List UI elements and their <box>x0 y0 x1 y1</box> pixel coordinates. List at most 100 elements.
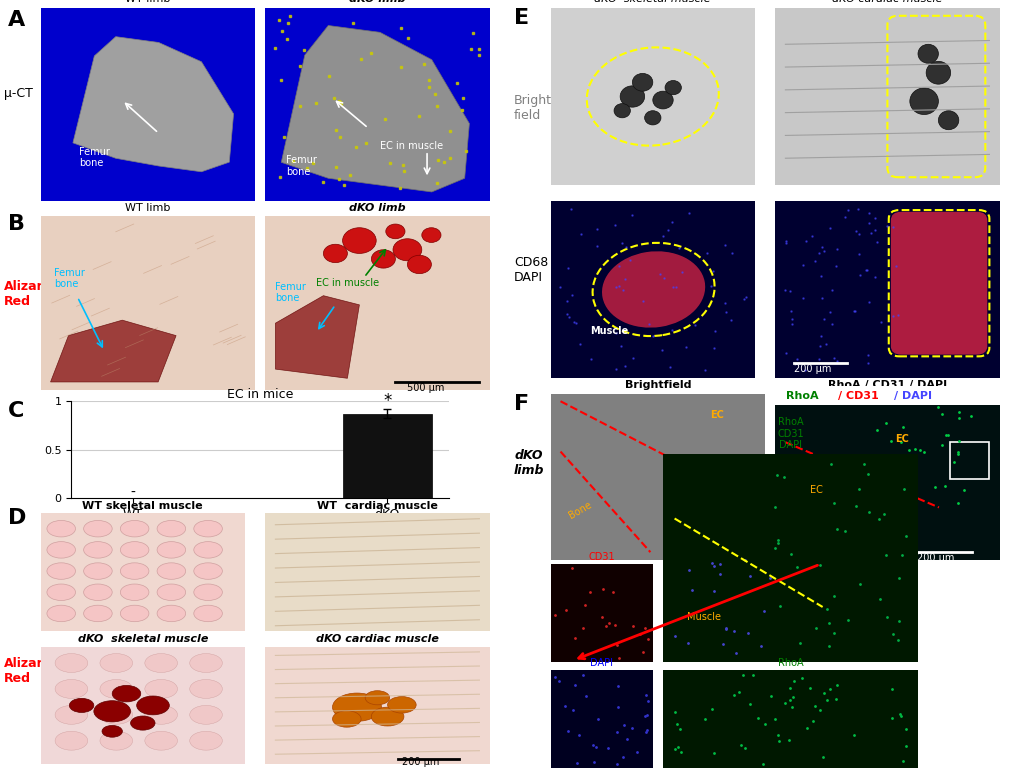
Text: EC: EC <box>709 410 723 420</box>
Text: -: - <box>130 486 136 500</box>
Circle shape <box>392 239 422 261</box>
Bar <box>342 414 431 498</box>
Circle shape <box>145 679 177 699</box>
Text: dKO  skeletal muscle: dKO skeletal muscle <box>594 0 710 4</box>
Text: Muscle: Muscle <box>590 327 628 336</box>
Polygon shape <box>51 320 176 382</box>
Text: Bright
field: Bright field <box>514 94 551 122</box>
Circle shape <box>371 707 404 726</box>
Text: *: * <box>382 391 391 410</box>
Circle shape <box>94 701 130 722</box>
Circle shape <box>100 654 132 672</box>
Circle shape <box>84 542 112 558</box>
Text: C: C <box>8 401 24 421</box>
Circle shape <box>55 706 88 724</box>
Circle shape <box>190 706 222 724</box>
Circle shape <box>84 605 112 621</box>
Text: μ-CT: μ-CT <box>4 87 33 100</box>
Circle shape <box>342 228 376 253</box>
Text: 200 μm: 200 μm <box>916 554 954 564</box>
Circle shape <box>332 711 361 727</box>
Circle shape <box>194 563 222 579</box>
Text: CD31: CD31 <box>588 552 614 562</box>
Text: RhoA: RhoA <box>776 659 803 668</box>
Circle shape <box>84 584 112 601</box>
Circle shape <box>157 605 185 621</box>
Circle shape <box>925 61 950 84</box>
Text: EC: EC <box>809 486 822 495</box>
Circle shape <box>120 605 149 621</box>
Text: RhoA
CD31
DAPI: RhoA CD31 DAPI <box>776 417 803 450</box>
Text: DAPI: DAPI <box>590 659 612 668</box>
Circle shape <box>385 224 405 239</box>
Circle shape <box>652 91 673 109</box>
Circle shape <box>145 654 177 672</box>
Circle shape <box>102 726 122 737</box>
Text: Brightfield: Brightfield <box>624 381 691 391</box>
Y-axis label: % of mice: % of mice <box>29 422 39 477</box>
Text: EC: EC <box>895 434 908 444</box>
Circle shape <box>47 542 75 558</box>
Circle shape <box>55 654 88 672</box>
Text: Muscle: Muscle <box>686 611 720 621</box>
Text: dKO limb: dKO limb <box>348 0 406 4</box>
Circle shape <box>120 584 149 601</box>
Circle shape <box>157 584 185 601</box>
Circle shape <box>47 584 75 601</box>
FancyBboxPatch shape <box>890 212 986 354</box>
Text: Femur
bone: Femur bone <box>54 268 85 290</box>
Text: WT skeletal muscle: WT skeletal muscle <box>83 501 203 511</box>
Circle shape <box>632 73 652 91</box>
Bar <box>949 442 988 479</box>
Circle shape <box>371 250 395 268</box>
Circle shape <box>55 731 88 750</box>
Circle shape <box>84 520 112 537</box>
Circle shape <box>55 679 88 699</box>
Circle shape <box>157 563 185 579</box>
Circle shape <box>100 706 132 724</box>
Ellipse shape <box>601 251 704 327</box>
Circle shape <box>120 542 149 558</box>
Circle shape <box>100 679 132 699</box>
Text: A: A <box>8 10 25 30</box>
Text: B: B <box>8 214 25 234</box>
Circle shape <box>190 654 222 672</box>
Text: Femur
bone: Femur bone <box>285 155 317 177</box>
Circle shape <box>387 696 416 713</box>
Text: BM: BM <box>796 540 811 550</box>
Text: E: E <box>514 8 529 28</box>
Circle shape <box>909 88 937 114</box>
Circle shape <box>407 256 431 273</box>
Polygon shape <box>73 37 233 171</box>
Text: 500 μm: 500 μm <box>407 383 444 393</box>
Circle shape <box>613 103 630 118</box>
Text: F: F <box>514 394 529 414</box>
Circle shape <box>47 605 75 621</box>
Circle shape <box>194 542 222 558</box>
Text: Alizarin
Red: Alizarin Red <box>4 657 57 685</box>
Circle shape <box>130 716 155 730</box>
Text: dKO  skeletal muscle: dKO skeletal muscle <box>77 634 208 644</box>
Text: EC in muscle: EC in muscle <box>316 279 379 289</box>
Circle shape <box>190 679 222 699</box>
Text: dKO limb: dKO limb <box>348 203 406 212</box>
Circle shape <box>323 244 347 262</box>
Circle shape <box>194 605 222 621</box>
Text: D: D <box>8 508 26 528</box>
Text: / DAPI: / DAPI <box>894 391 931 401</box>
Text: dKO
limb: dKO limb <box>514 449 544 477</box>
Circle shape <box>145 706 177 724</box>
Circle shape <box>917 44 937 63</box>
Circle shape <box>157 542 185 558</box>
Text: EC in muscle: EC in muscle <box>380 141 442 151</box>
Circle shape <box>69 699 94 713</box>
Circle shape <box>194 584 222 601</box>
Circle shape <box>137 696 169 715</box>
Circle shape <box>157 520 185 537</box>
Circle shape <box>365 691 389 705</box>
Text: Femur
bone: Femur bone <box>275 282 306 303</box>
Polygon shape <box>281 25 469 192</box>
Text: WT limb: WT limb <box>125 203 170 212</box>
Text: / CD31: / CD31 <box>838 391 878 401</box>
Circle shape <box>120 563 149 579</box>
